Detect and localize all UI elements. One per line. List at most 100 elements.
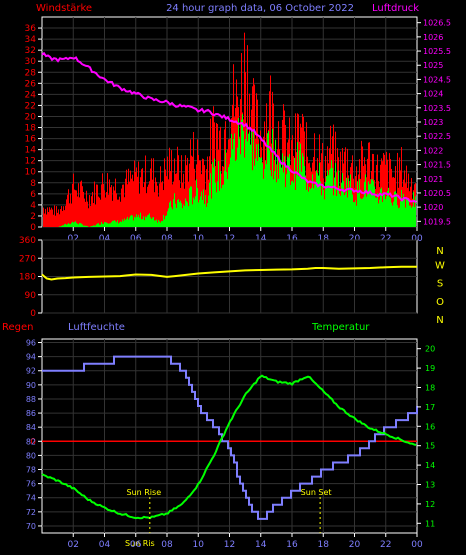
wind-tick-label: 12 [25, 157, 36, 167]
time-tick-label: 16 [286, 234, 298, 244]
wind-average-bar [196, 179, 197, 227]
wind-gust-bar [114, 190, 115, 227]
wind-average-bar [295, 189, 296, 227]
wind-average-bar [241, 119, 242, 227]
wind-average-bar [359, 179, 360, 227]
wind-gust-bar [54, 205, 55, 227]
wind-gust-bar [83, 191, 84, 227]
wind-gust-bar [306, 122, 307, 227]
wind-average-bar [61, 226, 62, 227]
wind-gust-bar [98, 196, 99, 227]
wind-average-bar [335, 162, 336, 227]
wind-gust-bar [383, 153, 384, 227]
wind-average-bar [334, 177, 335, 227]
wind-tick-label: 26 [25, 79, 37, 89]
temperature-tick-label: 11 [425, 519, 435, 528]
pressure-tick-label: 1022.5 [423, 132, 451, 141]
wind-average-bar [267, 133, 268, 227]
wind-average-bar [118, 223, 119, 227]
wind-average-bar [346, 177, 347, 227]
wind-average-bar [222, 184, 223, 227]
wind-average-bar [197, 188, 198, 227]
wind-average-bar [400, 201, 401, 227]
wind-average-bar [415, 196, 416, 227]
wind-gust-bar [377, 154, 378, 227]
wind-average-bar [409, 205, 410, 227]
wind-gust-bar [82, 186, 83, 227]
wind-average-bar [377, 193, 378, 227]
wind-gust-bar [161, 182, 162, 227]
direction-tick-label: 180 [19, 273, 36, 283]
wind-average-bar [287, 156, 288, 227]
humidity-title: Luftfeuchte [68, 322, 125, 333]
wind-gust-bar [46, 214, 47, 227]
time-tick-label: 00 [411, 540, 423, 550]
wind-average-bar [265, 160, 266, 227]
wind-average-bar [349, 190, 350, 227]
wind-average-bar [69, 223, 70, 227]
pressure-tick-label: 1026.5 [423, 19, 451, 28]
wind-bars [43, 32, 416, 228]
wind-average-bar [215, 182, 216, 227]
wind-gust-bar [123, 184, 124, 227]
temperature-tick-label: 18 [425, 384, 435, 393]
wind-gust-bar [361, 140, 362, 227]
wind-average-bar [85, 225, 86, 227]
wind-average-bar [325, 182, 326, 227]
wind-average-bar [290, 185, 291, 227]
wind-gust-bar [401, 147, 402, 227]
wind-average-bar [201, 191, 202, 227]
wind-gust-bar [94, 181, 95, 227]
time-tick-label: 20 [349, 540, 361, 550]
wind-average-bar [211, 198, 212, 227]
wind-average-bar [235, 160, 236, 227]
time-tick-label: 14 [255, 540, 267, 550]
wind-average-bar [350, 174, 351, 227]
wind-average-bar [71, 222, 72, 227]
wind-average-bar [412, 206, 413, 227]
wind-average-bar [124, 218, 125, 227]
pressure-tick-label: 1023 [423, 118, 443, 127]
wind-average-bar [390, 197, 391, 227]
wind-gust-bar [78, 183, 79, 227]
wind-average-bar [326, 176, 327, 227]
wind-average-bar [307, 180, 308, 227]
humidity-axis-ticks: 70 72 74 76 78 80 82 84 86 88 90 92 94 96 [26, 339, 42, 531]
time-tick-label: 18 [318, 540, 330, 550]
wind-direction-line [41, 265, 417, 281]
wind-average-bar [76, 222, 77, 227]
wind-gust-bar [109, 179, 110, 227]
wind-average-bar [101, 221, 102, 227]
wind-average-bar [220, 171, 221, 227]
wind-average-bar [269, 150, 270, 227]
wind-gust-bar [56, 206, 57, 227]
wind-average-bar [137, 216, 138, 227]
wind-gust-bar [414, 184, 415, 227]
pressure-tick-label: 1024.5 [423, 75, 451, 84]
time-tick-label: 18 [318, 234, 330, 244]
wind-gust-bar [51, 207, 52, 227]
wind-gust-bar [50, 209, 51, 227]
wind-average-bar [92, 225, 93, 227]
wind-average-bar [370, 183, 371, 227]
time-tick-label: 12 [224, 540, 235, 550]
wind-gust-bar [45, 208, 46, 227]
wind-gust-bar [183, 173, 184, 227]
wind-average-bar [160, 222, 161, 227]
wind-average-bar [289, 154, 290, 227]
wind-average-bar [180, 200, 181, 227]
wind-average-bar [309, 186, 310, 227]
wind-average-bar [129, 217, 130, 227]
wind-gust-bar [111, 185, 112, 227]
time-tick-label: 20 [349, 234, 361, 244]
wind-average-bar [413, 191, 414, 227]
wind-tick-label: 8 [30, 179, 36, 189]
wind-gust-bar [58, 209, 59, 227]
wind-average-bar [70, 224, 71, 227]
humidity-tick-label: 78 [26, 466, 36, 475]
wind-average-bar [305, 175, 306, 227]
wind-title: Windstärke [36, 3, 92, 14]
wind-gust-bar [398, 187, 399, 227]
wind-average-bar [127, 216, 128, 227]
temperature-line [41, 374, 417, 520]
